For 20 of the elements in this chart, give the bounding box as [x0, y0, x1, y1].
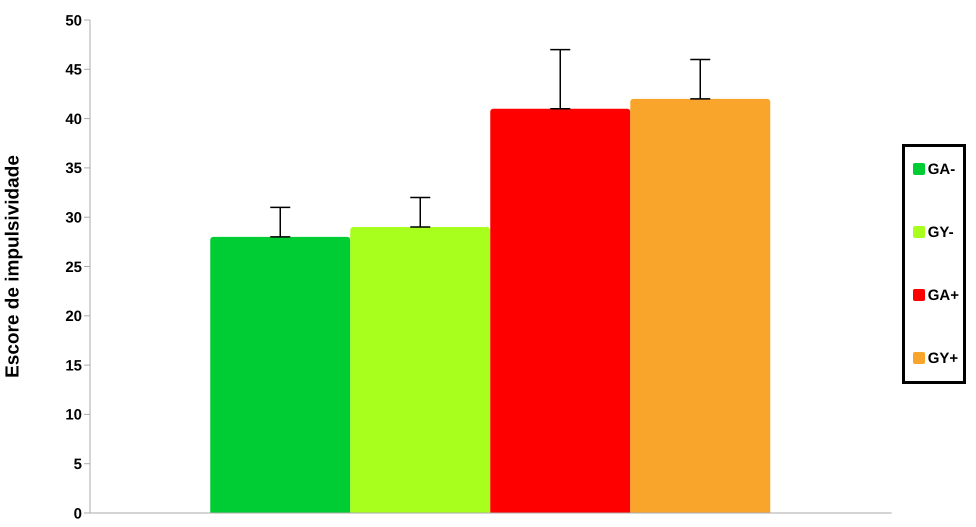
- bar: [490, 108, 630, 513]
- y-tick-label: 15: [65, 357, 82, 374]
- y-axis-title: Escore de impulsividade: [2, 155, 24, 378]
- y-tick-label: 40: [65, 110, 82, 128]
- y-tick-label: 20: [65, 308, 82, 326]
- y-tick-label: 5: [74, 456, 82, 474]
- y-tick-label: 30: [65, 210, 82, 227]
- bar: [350, 227, 490, 513]
- legend-label: GY+: [928, 350, 958, 366]
- y-tick-label: 0: [74, 505, 82, 522]
- y-tick-label: 25: [65, 258, 82, 276]
- y-tick-label: 10: [65, 406, 82, 424]
- legend-label: GA-: [928, 160, 956, 178]
- bar: [210, 236, 350, 513]
- legend-label: GA+: [928, 286, 959, 304]
- bar: [630, 98, 770, 513]
- y-tick-label: 45: [65, 62, 82, 79]
- legend-label: GY-: [928, 224, 954, 240]
- y-tick-label: 50: [65, 12, 82, 30]
- y-tick-label: 35: [65, 160, 82, 178]
